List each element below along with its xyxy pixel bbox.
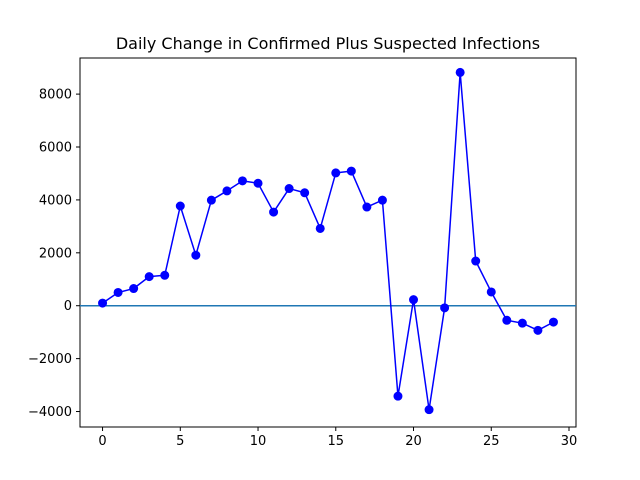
data-point (455, 67, 465, 77)
data-point (533, 325, 543, 335)
data-point (191, 250, 201, 260)
y-tick-label: 0 (64, 299, 72, 314)
data-point (175, 201, 185, 211)
data-point (160, 270, 170, 280)
x-tick-label: 20 (405, 434, 422, 449)
data-point (548, 317, 558, 327)
data-point (222, 186, 232, 196)
x-tick-label: 10 (250, 434, 267, 449)
data-point (331, 168, 341, 178)
data-point (144, 272, 154, 282)
y-tick-label: 4000 (39, 193, 72, 208)
data-point (517, 318, 527, 328)
y-tick-label: 8000 (39, 88, 72, 103)
y-tick-label: −2000 (28, 352, 72, 367)
data-point (502, 315, 512, 325)
data-point (486, 287, 496, 297)
data-point (346, 166, 356, 176)
data-point (98, 298, 108, 308)
data-point (377, 195, 387, 205)
data-point (315, 223, 325, 233)
data-point (300, 188, 310, 198)
data-point (424, 405, 434, 415)
x-tick-label: 15 (328, 434, 345, 449)
y-tick-label: 6000 (39, 141, 72, 156)
data-point (237, 176, 247, 186)
x-tick-label: 30 (561, 434, 578, 449)
data-point (113, 287, 123, 297)
chart-title: Daily Change in Confirmed Plus Suspected… (116, 34, 540, 53)
data-point (362, 202, 372, 212)
data-point (440, 303, 450, 313)
data-point (269, 207, 279, 217)
data-point (471, 256, 481, 266)
data-point (253, 178, 263, 188)
x-tick-label: 0 (98, 434, 106, 449)
y-tick-label: −4000 (28, 405, 72, 420)
y-tick-label: 2000 (39, 246, 72, 261)
data-point (284, 184, 294, 194)
data-point (206, 195, 216, 205)
data-point (129, 284, 139, 294)
data-point (409, 295, 419, 305)
x-tick-label: 25 (483, 434, 500, 449)
axes-frame (79, 57, 577, 428)
data-point (393, 391, 403, 401)
series-line (102, 71, 554, 411)
x-tick-label: 5 (176, 434, 184, 449)
plot-area: 0 5 10 15 20 25 30 −4000 −2000 0 2000 4000 6000 8000 (28, 57, 578, 449)
